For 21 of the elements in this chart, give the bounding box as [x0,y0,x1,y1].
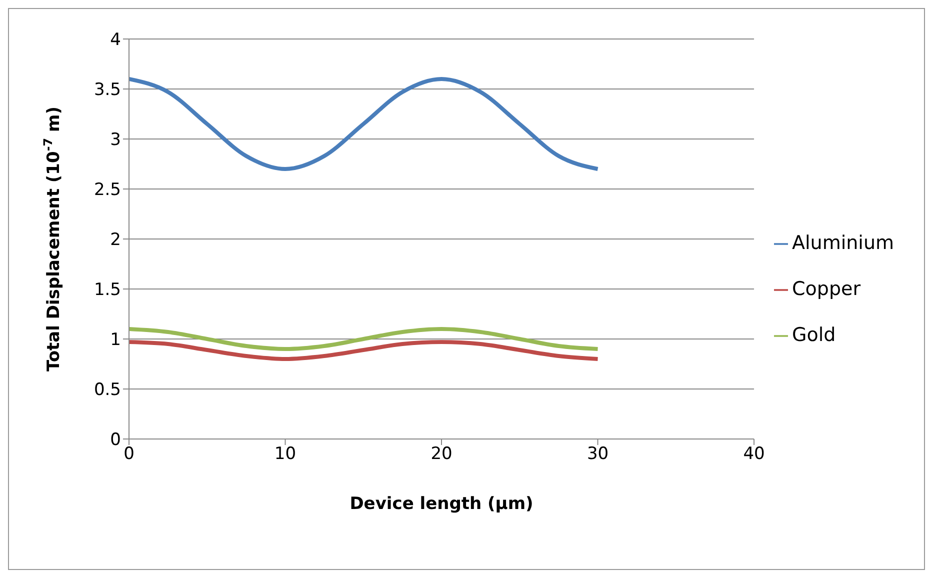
y-tick-label: 0 [110,430,121,450]
x-tick-label: 10 [274,444,296,464]
y-tick-label: 2.5 [94,180,121,200]
y-tick-label: 1 [110,330,121,350]
y-tick-label: 0.5 [94,380,121,400]
x-tick-label: 30 [586,444,609,464]
line-series [129,327,600,351]
y-tick-label: 4 [110,30,121,50]
legend-label: Copper [792,278,861,300]
y-tick-label: 3.5 [94,80,121,100]
x-tick-label: 0 [124,444,134,464]
line-series [129,340,600,361]
legend-label: Aluminium [792,232,894,254]
x-tick-label: 40 [743,444,765,464]
y-tick-label: 3 [110,130,121,150]
x-axis-title: Device length (µm) [350,494,534,514]
x-tick-label: 20 [430,444,452,464]
line-series [129,77,600,171]
y-tick-label: 2 [110,230,121,250]
legend-label: Gold [792,324,836,346]
y-tick-label: 1.5 [94,280,121,300]
